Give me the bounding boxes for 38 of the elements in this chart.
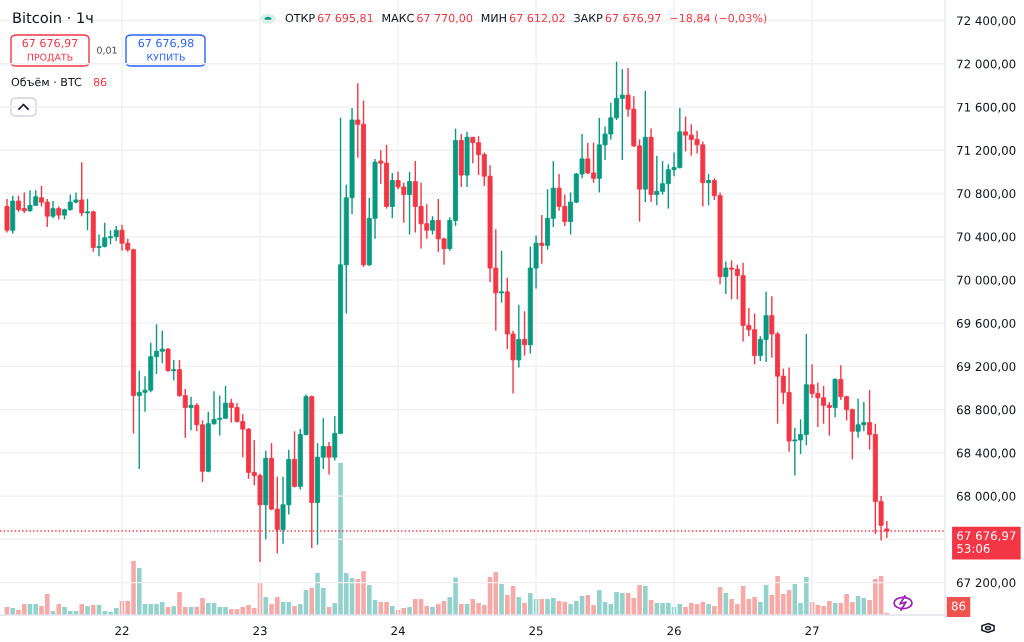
- annotation: Объём · BTC: [11, 77, 82, 87]
- annotation: 67 770,00: [417, 13, 473, 24]
- y-tick-label: 69 200,00: [956, 362, 1016, 373]
- x-tick-label: 22: [115, 626, 129, 636]
- y-tick-label: 72 400,00: [957, 16, 1016, 27]
- annotation: 67 676,97: [22, 38, 78, 49]
- annotation: −18,84 (−0,03%): [670, 13, 767, 24]
- annotation: ЗАКР: [574, 13, 603, 23]
- y-tick-label: 70 000,00: [957, 275, 1016, 286]
- text: 86: [951, 601, 966, 611]
- y-tick-label: 68 000,00: [956, 491, 1016, 502]
- x-tick-label: 24: [391, 626, 405, 636]
- y-tick-label: 68 800,00: [956, 405, 1016, 416]
- x-tick-label: 27: [805, 626, 819, 636]
- annotation: 86: [93, 77, 107, 87]
- y-tick-label: 69 600,00: [956, 318, 1016, 330]
- annotation: КУПИТЬ: [147, 53, 185, 61]
- annotation: 67 676,97: [605, 13, 661, 24]
- annotation: МАКС: [382, 13, 414, 23]
- y-tick-label: 68 400,00: [956, 448, 1016, 459]
- x-tick-label: 23: [253, 626, 267, 636]
- annotation: 67 695,81: [317, 13, 373, 24]
- y-tick-label: 70 800,00: [957, 189, 1016, 200]
- annotation: ПРОДАТЬ: [27, 53, 73, 63]
- annotation: 67 612,02: [509, 13, 565, 24]
- annotation: МИН: [481, 13, 506, 23]
- ref-line-label: 67 676,97 53:06: [957, 531, 1016, 553]
- annotation: 0,01: [97, 46, 117, 55]
- annotation: ОТКР: [285, 13, 315, 23]
- text: Bitcoin · 1ч: [13, 11, 93, 24]
- y-tick-label: 71 200,00: [957, 145, 1016, 157]
- annotation: 67 676,98: [138, 38, 194, 49]
- y-tick-label: 67 200,00: [956, 578, 1016, 589]
- y-tick-label: 72 000,00: [957, 59, 1016, 70]
- x-tick-label: 25: [529, 626, 543, 636]
- y-tick-label: 70 400,00: [957, 232, 1016, 243]
- y-tick-label: 71 600,00: [957, 102, 1016, 113]
- x-tick-label: 26: [667, 626, 681, 636]
